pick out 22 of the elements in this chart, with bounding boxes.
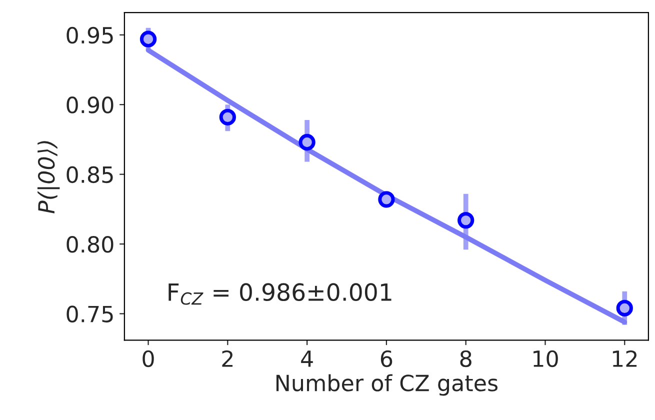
y-tick-label: 0.90 xyxy=(66,96,114,114)
annotation: F$_{CZ}$ = 0.986±0.001 xyxy=(168,283,392,305)
line-series xyxy=(146,48,628,325)
x-tick-label: 6 xyxy=(380,350,392,368)
y-tick-label: 0.95 xyxy=(66,26,113,44)
point xyxy=(616,300,633,316)
y-axis-title: P(|00⟩) xyxy=(37,141,60,214)
x-tick-label: 10 xyxy=(534,350,558,368)
y-tick-label: 0.75 xyxy=(66,306,113,322)
y-tick-label: 0.80 xyxy=(66,236,114,253)
x-tick-label: 12 xyxy=(612,350,637,367)
x-tick-label: 4 xyxy=(301,350,313,367)
point xyxy=(298,134,316,151)
y-tick-label: 0.85 xyxy=(66,166,113,184)
x-tick-label: 8 xyxy=(460,350,472,368)
x-axis-title: Number of CZ gates xyxy=(276,374,498,396)
x-tick-label: 2 xyxy=(222,350,233,367)
point xyxy=(378,191,395,208)
point xyxy=(140,30,157,48)
x-tick-label: 0 xyxy=(142,350,154,368)
point xyxy=(219,108,236,126)
point xyxy=(458,212,474,229)
